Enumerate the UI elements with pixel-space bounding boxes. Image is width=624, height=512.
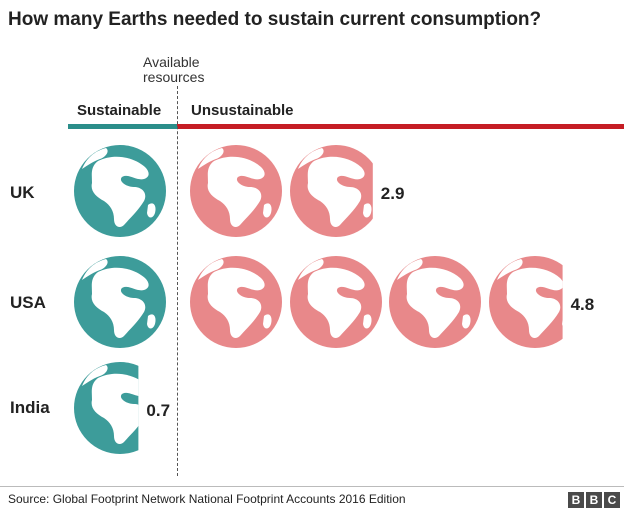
value-label-uk: 2.9: [380, 184, 405, 203]
chart-title: How many Earths needed to sustain curren…: [8, 9, 542, 30]
unsustainable-label: Unsustainable: [191, 102, 294, 119]
value-label-india: 0.7: [146, 401, 171, 420]
sustainable-earth-usa-1: [74, 256, 166, 348]
available-resources-line-2: resources: [143, 69, 205, 85]
sustainable-earth-india-1: [74, 362, 139, 454]
available-resources-line-1: Available: [143, 54, 200, 70]
value-label-usa: 4.8: [570, 295, 595, 314]
bbc-logo-letter-2: B: [586, 492, 602, 508]
row-label-india: India: [10, 398, 50, 417]
sustainable-earth-uk-1: [74, 145, 166, 237]
sustainable-label: Sustainable: [77, 102, 162, 119]
source-note: Source: Global Footprint Network Nationa…: [8, 492, 406, 506]
unsustainable-earth-usa-2: [190, 256, 282, 348]
bbc-logo: B B C: [568, 492, 620, 508]
row-label-uk: UK: [10, 183, 35, 202]
unsustainable-earth-uk-2: [190, 145, 282, 237]
unsustainable-earth-usa-4: [389, 256, 481, 348]
unsustainable-band-line: [177, 124, 624, 129]
unsustainable-earth-uk-3: [290, 145, 373, 237]
available-resources-divider: [177, 86, 178, 476]
bbc-logo-letter-1: B: [568, 492, 584, 508]
unsustainable-earth-usa-3: [290, 256, 382, 348]
unsustainable-earth-usa-5: [489, 256, 563, 348]
earths-pictogram: [74, 145, 563, 454]
bbc-logo-letter-3: C: [604, 492, 620, 508]
sustainable-band-line: [68, 124, 177, 129]
available-resources-label: Available resources: [143, 55, 204, 85]
footer-divider: [0, 486, 624, 487]
row-label-usa: USA: [10, 293, 46, 312]
